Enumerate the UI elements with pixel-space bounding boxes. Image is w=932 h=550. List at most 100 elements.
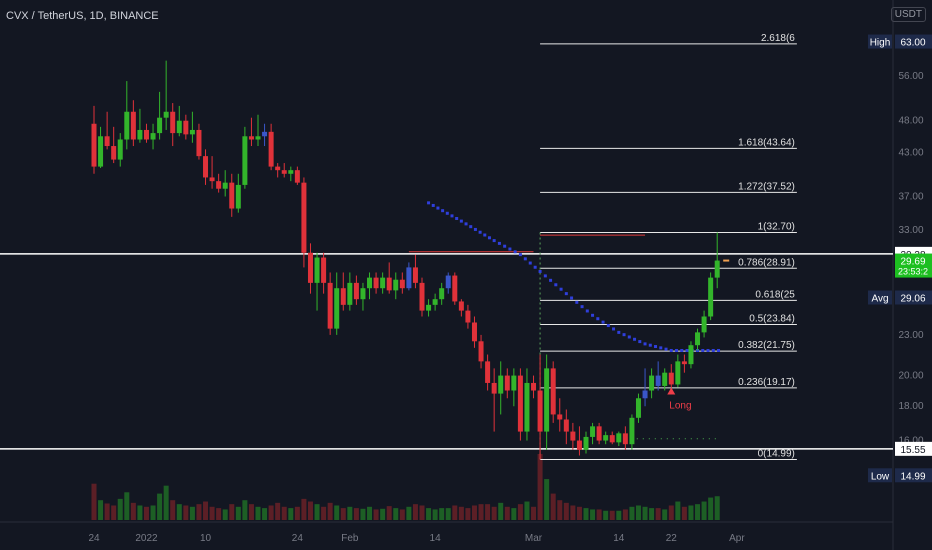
volume-bar	[262, 508, 268, 520]
ma-dot	[492, 239, 496, 243]
candle-body	[360, 288, 366, 300]
volume-bar	[478, 504, 484, 520]
ma-dot	[701, 348, 705, 352]
candle-body	[104, 136, 110, 147]
fib-level-label: 1(32.70)	[758, 221, 795, 232]
fib-level-label: 1.272(37.52)	[738, 181, 795, 192]
candle-body	[649, 375, 655, 391]
ma-dot	[617, 330, 621, 334]
volume-bar	[655, 508, 661, 520]
candle-body	[268, 131, 274, 167]
volume-bar	[622, 509, 628, 520]
high-price-label-tag-bg	[868, 34, 892, 49]
volume-bar	[596, 509, 602, 520]
avg-price-label-bg	[895, 290, 932, 305]
volume-bar	[163, 485, 169, 520]
currency-badge[interactable]: USDT	[890, 7, 926, 22]
ma-dot	[445, 211, 449, 215]
candle-body	[603, 435, 609, 441]
candle-body	[203, 156, 209, 178]
candle-body	[596, 426, 602, 441]
volume-bar	[406, 506, 412, 520]
volume-bar	[176, 504, 182, 520]
volume-bar	[275, 502, 281, 520]
support-price-label-value: 15.55	[900, 445, 925, 456]
ma-dot	[441, 209, 445, 213]
volume-bar	[524, 501, 530, 520]
ma-dot	[585, 309, 589, 313]
ma-dot	[675, 348, 679, 352]
candle-body	[124, 111, 130, 140]
candle-body	[688, 345, 694, 365]
ma-dot	[559, 287, 563, 291]
fib-level-label: 1.618(43.64)	[738, 137, 795, 148]
candle-body	[288, 170, 294, 174]
volume-bar	[419, 505, 425, 520]
candle-body	[255, 136, 261, 140]
high-price-label-value: 63.00	[900, 38, 925, 49]
ma-dot	[528, 261, 532, 265]
high-price-label-bg	[895, 34, 932, 49]
time-axis-label: 22	[666, 533, 678, 544]
volume-bar	[360, 508, 366, 520]
ma-dot	[711, 348, 715, 352]
candle-body	[629, 417, 635, 445]
candle-body	[334, 288, 340, 329]
last-price-countdown: 23:53:2	[898, 267, 928, 277]
candles	[91, 60, 720, 460]
candle-body	[367, 277, 373, 289]
time-axis-label: Feb	[341, 533, 359, 544]
candle-body	[222, 182, 228, 189]
volume-bar	[550, 493, 556, 520]
volume-bar	[563, 502, 569, 520]
time-axis-label: 24	[292, 533, 304, 544]
volume-bar	[111, 505, 117, 520]
volume-bar	[229, 504, 235, 520]
candle-body	[347, 282, 353, 305]
symbol-title[interactable]: CVX / TetherUS, 1D, BINANCE	[6, 10, 159, 22]
avg-price-label-tag-bg	[868, 290, 892, 305]
ma-dot	[580, 305, 584, 309]
volume-bar	[367, 506, 373, 520]
volume-bar	[681, 506, 687, 520]
candle-body	[262, 131, 268, 137]
volume-bar	[327, 502, 333, 520]
volume-bar	[347, 506, 353, 520]
ma-dot	[648, 343, 652, 347]
volume-bar	[557, 500, 563, 520]
fib-level-label: 0.618(25	[755, 289, 795, 300]
volume-bar	[517, 504, 523, 520]
low-price-label-tag-bg	[868, 468, 892, 483]
candle-body	[98, 136, 104, 167]
ma-dot	[508, 247, 512, 251]
candle-body	[229, 182, 235, 209]
candle-body	[143, 129, 149, 140]
volume-bar	[196, 504, 202, 520]
volume-bar	[216, 508, 222, 520]
price-axis-tick: 37.00	[898, 191, 923, 202]
volume-bar	[458, 506, 464, 520]
candle-body	[216, 181, 222, 189]
candle-body	[681, 361, 687, 365]
volume-bar	[189, 506, 195, 520]
volume-bar	[235, 506, 241, 520]
volume-bar	[373, 509, 379, 520]
ma-dot	[685, 348, 689, 352]
low-price-label-value: 14.99	[900, 471, 925, 482]
candle-body	[471, 322, 477, 342]
candle-body	[583, 436, 589, 450]
volume-bar	[157, 493, 163, 520]
volume-bar	[321, 506, 327, 520]
candle-body	[465, 310, 471, 323]
volume-bar	[714, 496, 720, 520]
fib-level-label: 0.5(23.84)	[749, 313, 795, 324]
volume-bar	[701, 501, 707, 520]
price-axis-tick: 16.00	[898, 436, 923, 447]
price-axis-tick: 33.00	[898, 225, 923, 236]
time-axis-label: 2022	[135, 533, 158, 544]
ma-dot	[478, 230, 482, 234]
candle-body	[163, 111, 169, 118]
time-axis-label: 14	[430, 533, 442, 544]
